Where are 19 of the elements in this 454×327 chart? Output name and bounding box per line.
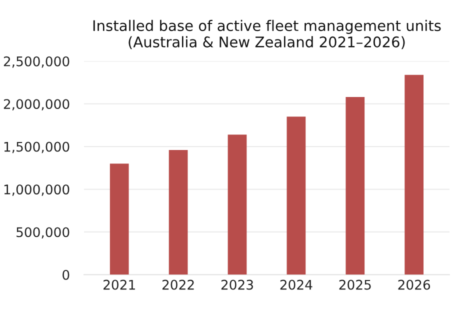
y-tick-label: 1,500,000 [4,142,70,154]
y-tick-label: 1,000,000 [4,184,70,196]
x-tick-label: 2024 [280,280,312,290]
bar [404,74,424,275]
bar [346,97,365,275]
y-tick-label: 0 [62,270,70,280]
x-tick-label: 2022 [162,280,194,290]
x-tick-label: 2026 [398,280,430,290]
y-tick-label: 2,500,000 [4,56,70,68]
x-tick-label: 2023 [221,280,253,290]
bar [228,134,247,275]
y-tick-label: 2,000,000 [4,99,70,110]
bar [286,116,306,275]
chart-title: Installed base of active fleet management units (Australia & New Zealand 2021–2026) [93,20,441,50]
x-tick-label: 2025 [339,280,371,290]
bar [168,150,188,275]
bar [110,164,129,275]
x-tick-label: 2021 [104,280,135,290]
y-tick-label: 500,000 [16,227,70,239]
